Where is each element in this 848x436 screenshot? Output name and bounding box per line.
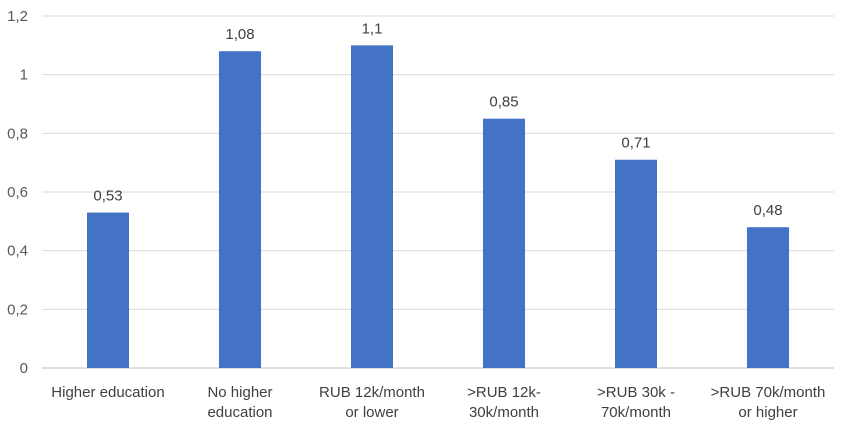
bars	[87, 45, 789, 369]
category-label: >RUB 30k -70k/month	[597, 384, 675, 421]
y-tick-label: 0,8	[7, 125, 28, 142]
data-label: 0,53	[93, 188, 122, 205]
data-label: 0,85	[489, 94, 518, 111]
data-label: 1,1	[362, 20, 383, 37]
bar	[483, 118, 525, 369]
bar	[87, 212, 129, 368]
y-tick-label: 0,2	[7, 301, 28, 318]
data-labels: 0,53 1,08 1,1 0,85 0,71 0,48	[93, 20, 782, 219]
y-tick-label: 0,4	[7, 243, 28, 260]
y-tick-label: 0,6	[7, 184, 28, 201]
category-label: >RUB 70k/month or higher	[711, 384, 826, 421]
category-label: No higher education	[207, 384, 272, 421]
y-tick-label: 1	[20, 67, 28, 84]
bar	[615, 159, 657, 368]
gridlines	[42, 15, 834, 369]
y-tick-label: 1,2	[7, 8, 28, 25]
category-label: Higher education	[51, 384, 164, 401]
bar	[351, 45, 393, 368]
bar	[219, 51, 261, 368]
data-label: 0,71	[621, 135, 650, 152]
x-axis-category-labels: Higher education No higher education RUB 12…	[51, 384, 825, 421]
data-label: 0,48	[753, 202, 782, 219]
y-axis-tick-labels: 0 0,2 0,4 0,6 0,8 1 1,2	[7, 8, 28, 377]
data-label: 1,08	[225, 26, 254, 43]
y-tick-label: 0	[20, 360, 28, 377]
category-label: RUB 12k/month or lower	[319, 384, 425, 421]
bar	[747, 227, 789, 368]
category-label: >RUB 12k-30k/month	[467, 384, 541, 421]
